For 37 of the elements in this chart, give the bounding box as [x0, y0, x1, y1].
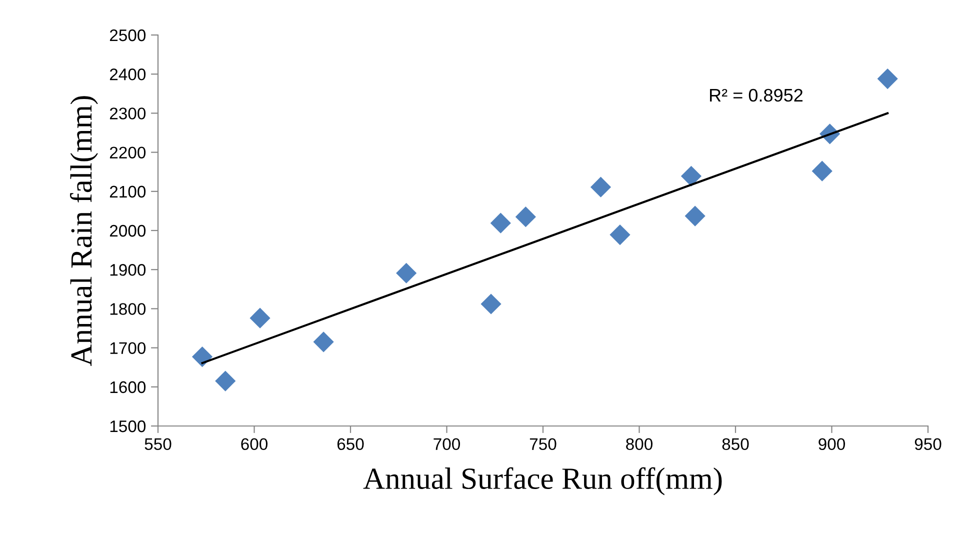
y-tick-label: 2000 — [110, 224, 146, 237]
y-tick-label: 1600 — [110, 381, 146, 394]
point — [215, 370, 236, 392]
y-axis-title: Annual Rain fall(mm) — [70, 96, 98, 366]
y-tick-label: 2200 — [110, 146, 146, 159]
y-tick-label: 2100 — [110, 186, 146, 198]
point — [480, 294, 502, 314]
x-tick-label: 750 — [530, 438, 556, 450]
y-tick-label: 1500 — [110, 420, 146, 432]
y-tick-label: 1800 — [110, 303, 146, 315]
point — [192, 346, 213, 368]
annotation: R² = 0.8952 — [710, 88, 802, 102]
point — [250, 308, 270, 328]
x-tick-label: 650 — [337, 438, 364, 450]
point — [490, 212, 511, 234]
y-tick-label: 2300 — [110, 108, 146, 120]
x-tick-label: 600 — [241, 438, 268, 450]
point — [877, 68, 898, 90]
y-tick-label: 1700 — [110, 342, 146, 354]
point — [590, 176, 612, 198]
point — [515, 206, 536, 228]
y-tick-label: 2500 — [110, 29, 146, 42]
y-tick-label: 1900 — [110, 264, 146, 276]
x-tick-label: 550 — [144, 438, 172, 450]
point — [396, 262, 417, 284]
point — [313, 332, 334, 352]
x-tick-label: 700 — [434, 438, 460, 450]
x-tick-label: 800 — [626, 438, 653, 450]
y-tick-label: 2400 — [110, 68, 146, 80]
point — [680, 166, 702, 186]
point — [684, 206, 706, 226]
point — [812, 160, 832, 182]
x-tick-label: 900 — [818, 438, 846, 450]
x-tick-label: 950 — [914, 438, 942, 450]
x-axis-title: Annual Surface Run off(mm) — [363, 467, 722, 496]
x-tick-label: 850 — [722, 438, 749, 450]
point — [610, 224, 630, 246]
